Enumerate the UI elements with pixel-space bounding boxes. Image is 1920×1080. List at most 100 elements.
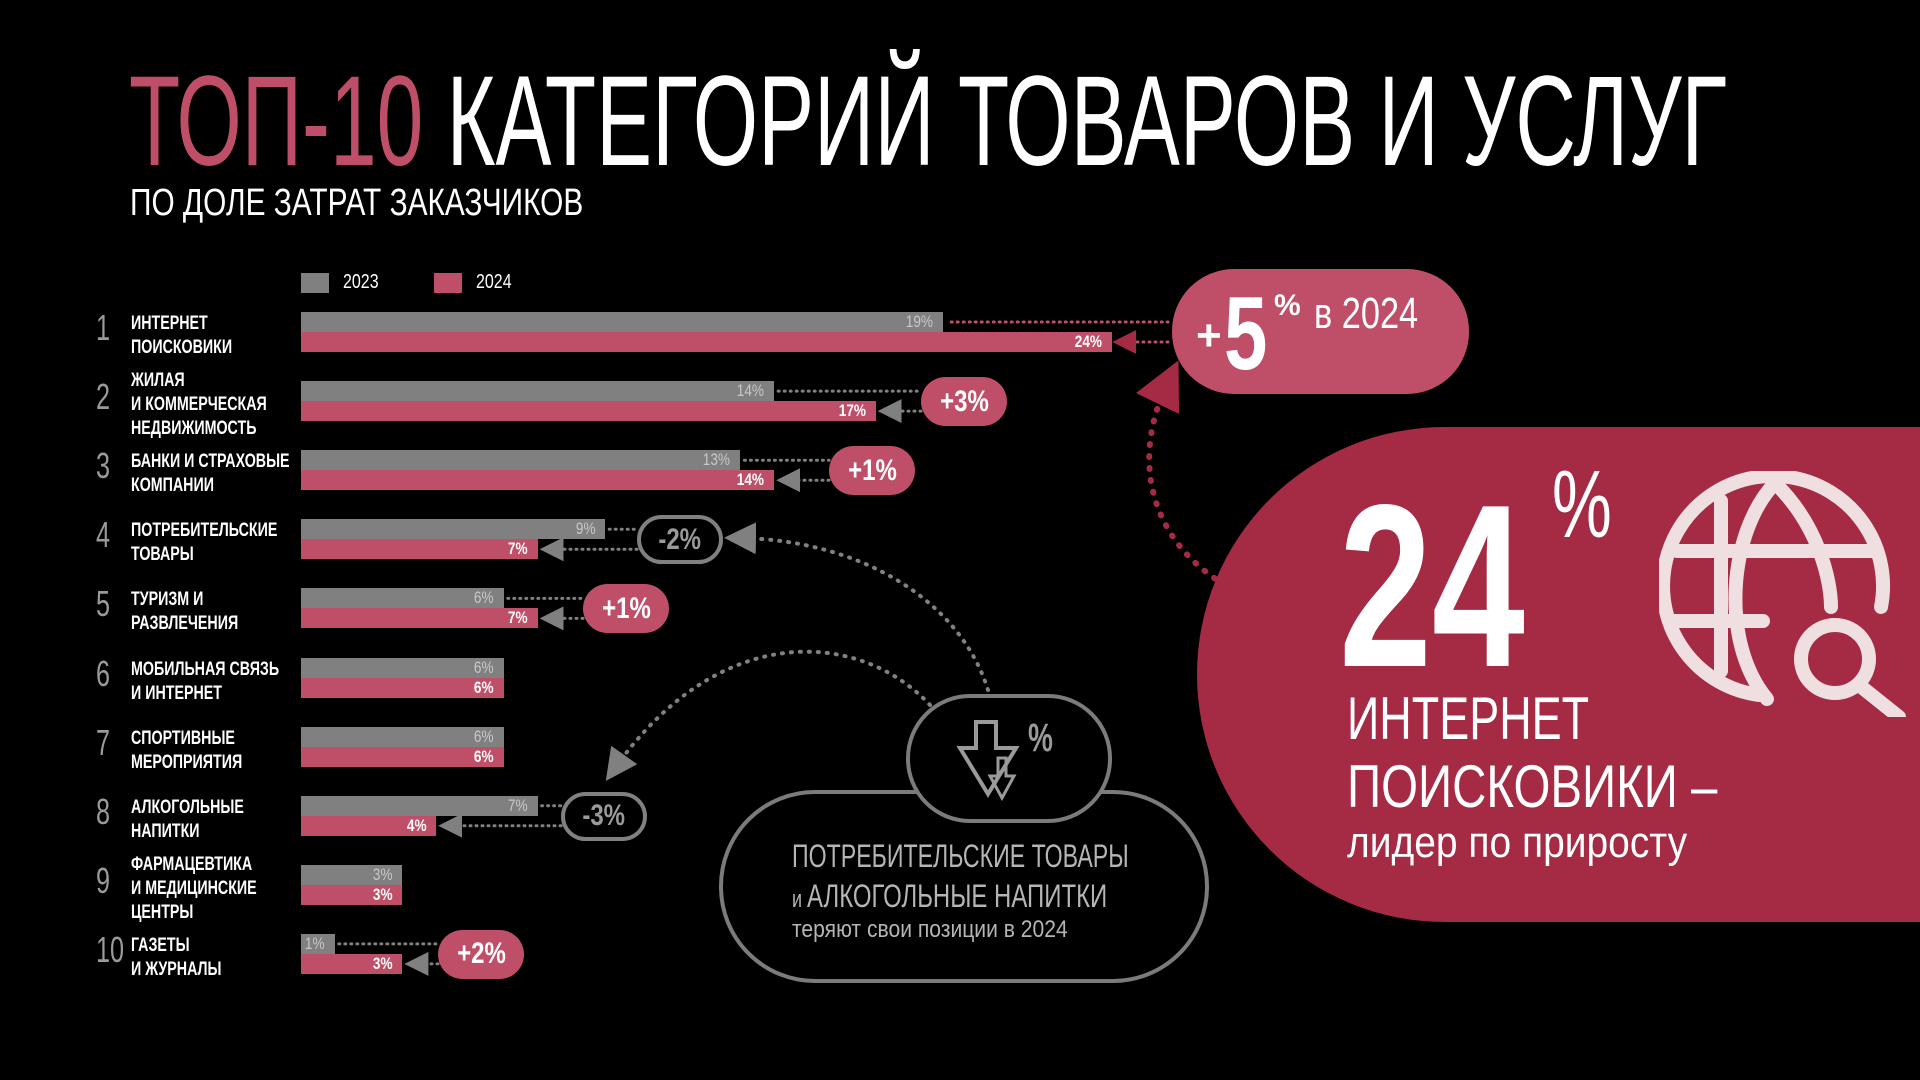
change-badge-text: +2% xyxy=(456,937,506,971)
category-label: ИНТЕРНЕТ ПОИСКОВИКИ xyxy=(131,312,266,360)
category-label-line: ИНТЕРНЕТ xyxy=(131,313,208,334)
rank: 4 xyxy=(96,517,116,553)
decline-note-icon-bubble: % xyxy=(906,694,1112,823)
change-badge-text: +1% xyxy=(601,591,651,625)
category-label-line: ПОИСКОВИКИ xyxy=(131,337,233,358)
change-badge: -3% xyxy=(561,791,647,841)
rank-number: 9 xyxy=(96,859,111,901)
rank-number: 7 xyxy=(96,721,111,763)
category-label-line: И МЕДИЦИНСКИЕ xyxy=(131,877,257,899)
legend-label-2024: 2024 xyxy=(476,271,512,293)
decline-line2-prefix: и xyxy=(792,886,808,913)
category-label-line: И КОММЕРЧЕСКАЯ xyxy=(131,394,267,416)
bar-2023: 3% xyxy=(301,864,403,885)
change-badge-text: +1% xyxy=(847,453,897,487)
bar-value-label: 6% xyxy=(474,588,494,608)
growth-percent: % xyxy=(1274,289,1301,322)
category-label-line: БАНКИ И СТРАХОВЫЕ xyxy=(131,451,290,473)
bar-value-label: 6% xyxy=(474,677,494,697)
change-badge-text: -3% xyxy=(582,799,626,833)
category-label-line: ТУРИЗМ И xyxy=(131,589,204,611)
change-badge: -2% xyxy=(637,515,723,565)
bar-value-label: 9% xyxy=(575,519,596,539)
legend-label-2023: 2023 xyxy=(343,271,379,293)
highlight-panel: 24 % ИНТЕРНЕТ ПОИСКОВИКИ – лидер по прир… xyxy=(1197,427,1920,922)
bar-value-label: 1% xyxy=(305,933,325,953)
category-label-line: ТОВАРЫ xyxy=(131,544,194,566)
decline-line2-text: АЛКОГОЛЬНЫЕ НАПИТКИ xyxy=(807,878,1108,914)
highlight-line3: лидер по приросту xyxy=(1347,818,1688,867)
bar-2023: 9% xyxy=(301,519,606,540)
decline-line3-text: теряют свои позиции в 2024 xyxy=(792,916,1068,943)
bar-2024: 7% xyxy=(301,539,538,560)
bar-value-label: 7% xyxy=(507,608,528,628)
bar-2024: 3% xyxy=(301,884,403,905)
curve-arrow-to-row8 xyxy=(605,649,932,782)
rank-number: 2 xyxy=(96,376,111,418)
bar-2023: 6% xyxy=(301,588,504,609)
page-title: ТОП-10 КАТЕГОРИЙ ТОВАРОВ И УСЛУГ xyxy=(129,58,1920,186)
rank-number: 1 xyxy=(96,307,111,348)
bar-value-label: 3% xyxy=(372,953,393,973)
page-subtitle: ПО ДОЛЕ ЗАТРАТ ЗАКАЗЧИКОВ xyxy=(130,184,707,222)
highlight-value: 24 xyxy=(1339,457,1525,716)
down-arrows-percent-icon xyxy=(956,720,1020,802)
category-label: АЛКОГОЛЬНЫЕ НАПИТКИ xyxy=(131,796,281,844)
rank: 8 xyxy=(96,793,116,830)
bar-value-label: 13% xyxy=(703,450,731,470)
bar-value-label: 4% xyxy=(406,815,427,835)
decline-note-line3: теряют свои позиции в 2024 xyxy=(792,916,1106,944)
category-label-line: КОМПАНИИ xyxy=(131,475,214,497)
category-label-line: МЕРОПРИЯТИЯ xyxy=(131,751,243,773)
category-label-line: И ИНТЕРНЕТ xyxy=(131,682,222,704)
decline-note-line1: ПОТРЕБИТЕЛЬСКИЕ ТОВАРЫ xyxy=(792,838,1258,875)
bar-2024: 3% xyxy=(301,953,403,974)
category-label-line: СПОРТИВНЫЕ xyxy=(131,727,235,749)
bar-2023: 6% xyxy=(301,726,504,747)
bar-2024: 7% xyxy=(301,608,538,629)
rank: 3 xyxy=(96,448,116,484)
rank: 5 xyxy=(96,586,116,622)
category-label: МОБИЛЬНАЯ СВЯЗЬ И ИНТЕРНЕТ xyxy=(131,658,328,706)
decline-line1-text: ПОТРЕБИТЕЛЬСКИЕ ТОВАРЫ xyxy=(792,838,1129,874)
bar-2023: 7% xyxy=(301,795,538,816)
change-badge: +1% xyxy=(583,584,669,634)
curve-arrow-to-row4 xyxy=(724,522,990,692)
rank-number: 3 xyxy=(96,445,111,487)
category-label: ГАЗЕТЫ И ЖУРНАЛЫ xyxy=(131,934,252,982)
bar-2023: 13% xyxy=(301,450,741,471)
legend-2024: 2024 xyxy=(434,271,521,294)
rank: 9 xyxy=(96,859,116,901)
change-badge: +3% xyxy=(921,377,1007,427)
change-badge-text: +3% xyxy=(939,384,989,418)
bar-2024: 6% xyxy=(301,677,504,698)
category-label: ПОТРЕБИТЕЛЬСКИЕ ТОВАРЫ xyxy=(131,519,326,567)
category-label-line: ГАЗЕТЫ xyxy=(131,934,190,956)
rank: 7 xyxy=(96,721,116,763)
rank: 1 xyxy=(96,310,116,346)
change-badge: +1% xyxy=(829,446,915,496)
bar-value-label: 14% xyxy=(736,470,765,490)
category-label-line: ЖИЛАЯ xyxy=(131,370,185,392)
bar-value-label: 3% xyxy=(372,884,393,904)
globe-search-icon xyxy=(1659,471,1906,717)
bar-value-label: 19% xyxy=(905,312,934,331)
category-label-line: МОБИЛЬНАЯ СВЯЗЬ xyxy=(131,658,280,680)
highlight-line1: ИНТЕРНЕТ xyxy=(1347,685,1590,752)
category-label-line: И ЖУРНАЛЫ xyxy=(131,958,222,980)
rank-number: 6 xyxy=(96,652,111,694)
legend-swatch-2024 xyxy=(434,272,462,293)
bar-2024: 14% xyxy=(301,470,775,491)
category-label: ФАРМАЦЕВТИКА И МЕДИЦИНСКИЕ ЦЕНТРЫ xyxy=(131,853,299,925)
category-label: ТУРИЗМ И РАЗВЛЕЧЕНИЯ xyxy=(131,588,274,636)
category-label: СПОРТИВНЫЕ МЕРОПРИЯТИЯ xyxy=(131,727,279,775)
highlight-line2: ПОИСКОВИКИ – xyxy=(1347,753,1718,820)
rank: 10 xyxy=(96,931,136,968)
category-label: БАНКИ И СТРАХОВЫЕ КОМПАНИИ xyxy=(131,450,342,498)
title-accent: ТОП-10 xyxy=(129,50,424,193)
bar-value-label: 14% xyxy=(736,381,765,401)
decline-note-box xyxy=(719,790,1209,983)
bar-value-label: 6% xyxy=(474,726,494,746)
bar-2023: 19% xyxy=(301,312,944,332)
rank-number: 4 xyxy=(96,514,111,556)
